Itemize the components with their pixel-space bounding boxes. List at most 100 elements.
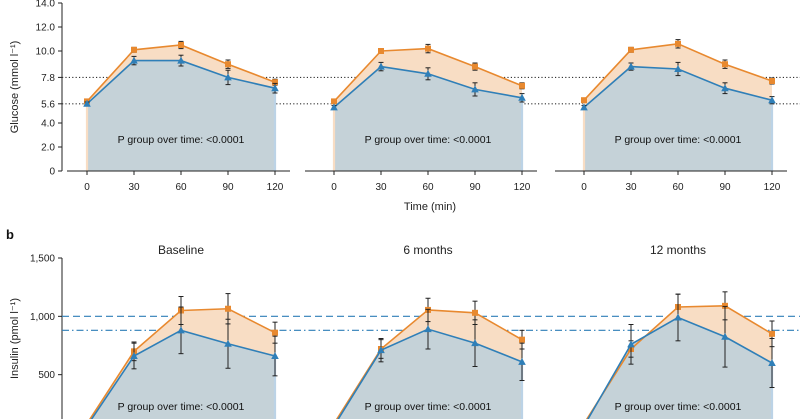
a-under-area [87, 60, 275, 171]
b-subplot-title: 6 months [403, 243, 452, 257]
b-data-point-orange [272, 329, 278, 336]
panel-letter-b: b [6, 227, 14, 242]
a-x-tick-label: 60 [672, 182, 684, 193]
a-data-point-orange [272, 79, 278, 86]
b-data-point-blue [224, 339, 232, 347]
a-data-point-blue [627, 62, 635, 70]
b-y-tick-label: 1,000 [30, 312, 55, 323]
a-data-point-blue [471, 85, 479, 93]
a-x-tick-label: 120 [514, 182, 531, 193]
b-between-area [90, 308, 275, 419]
b-under-area [338, 329, 522, 419]
a-x-tick-label: 0 [331, 182, 337, 193]
a-x-tick-label: 60 [422, 182, 434, 193]
a-y-tick-label: 0 [49, 167, 55, 178]
a-y-tick-label: 5.6 [41, 99, 55, 110]
b-data-point-blue [721, 332, 729, 340]
b-pvalue-annotation: P group over time: <0.0001 [365, 401, 492, 413]
a-data-point-blue [377, 62, 385, 70]
a-x-tick-label: 90 [469, 182, 481, 193]
a-data-point-orange [675, 40, 681, 47]
a-data-point-orange [225, 61, 231, 68]
b-subplot-1: P group over time: <0.0001 Baseline [89, 243, 279, 419]
b-data-point-blue [177, 326, 185, 334]
a-data-point-blue [130, 56, 138, 64]
b-data-point-blue [768, 359, 776, 366]
b-pvalue-annotation: P group over time: <0.0001 [118, 401, 245, 413]
a-x-tick-label: 30 [375, 182, 387, 193]
b-data-point-orange [472, 309, 478, 316]
a-y-tick-label: 10.0 [36, 47, 56, 58]
b-data-point-orange [722, 302, 728, 309]
a-data-point-orange [331, 98, 337, 105]
b-data-point-blue [674, 313, 682, 321]
b-data-point-orange [225, 305, 231, 312]
a-x-tick-label: 30 [625, 182, 637, 193]
a-data-point-orange [378, 48, 384, 54]
a-pvalue-annotation: P group over time: <0.0001 [615, 134, 742, 146]
b-data-point-blue [377, 346, 385, 354]
a-x-tick-label: 30 [128, 182, 140, 193]
a-data-point-blue [177, 56, 185, 64]
a-data-point-orange [178, 42, 184, 48]
insulin-panel: 500 1,000 1,500 Insulin (pmol l⁻¹) P group o… [9, 243, 800, 419]
a-pvalue-annotation: P group over time: <0.0001 [365, 134, 492, 146]
a-x-axis-title: Time (min) [404, 201, 456, 213]
a-data-point-blue [674, 65, 682, 72]
a-x-tick-label: 60 [175, 182, 187, 193]
a-data-point-orange [131, 46, 137, 53]
b-data-point-blue [518, 357, 526, 365]
a-data-point-blue [580, 103, 588, 111]
b-y-tick-label: 500 [38, 370, 55, 381]
b-y-tick-label: 1,500 [30, 254, 55, 265]
a-data-point-orange [769, 78, 775, 84]
a-y-tick-label: 2.0 [41, 143, 55, 154]
a-y-tick-label: 4.0 [41, 119, 55, 130]
b-data-point-blue [471, 339, 479, 347]
b-subplot-title: 12 months [650, 243, 706, 257]
a-data-point-orange [722, 61, 728, 68]
a-pvalue-annotation: P group over time: <0.0001 [118, 134, 245, 146]
a-y-tick-label: 7.8 [41, 73, 55, 84]
a-x-tick-label: 120 [267, 182, 284, 193]
b-data-point-blue [130, 352, 138, 359]
b-subplot-3: P group over time: <0.0001 12 months [585, 243, 776, 419]
glucose-panel: 0 2.0 4.0 5.6 7.8 10.0 12.0 14.0 Glucose (mmol l… [9, 0, 800, 213]
a-subplot-1: P group over time: <0.0001 0 30 60 90 120 [67, 40, 290, 193]
b-data-point-blue [424, 325, 432, 333]
a-between-area [584, 43, 772, 108]
b-subplot-2: P group over time: <0.0001 6 months [335, 243, 526, 419]
a-data-point-orange [628, 46, 634, 53]
a-subplot-2: P group over time: <0.0001 0 30 60 90 120 [305, 43, 537, 193]
a-data-point-blue [330, 103, 338, 111]
b-data-point-blue [627, 340, 635, 348]
a-y-tick-label: 14.0 [36, 0, 56, 10]
a-data-point-blue [518, 93, 526, 101]
a-data-point-blue [768, 96, 776, 104]
a-data-point-orange [425, 45, 431, 52]
a-data-point-blue [424, 69, 432, 77]
a-data-point-orange [519, 82, 525, 89]
b-subplot-title: Baseline [158, 243, 204, 257]
a-data-point-blue [83, 99, 91, 107]
a-x-tick-label: 90 [222, 182, 234, 193]
b-data-point-orange [519, 336, 525, 343]
b-data-point-orange [769, 330, 775, 337]
a-data-point-orange [472, 63, 478, 70]
a-y-axis-title: Glucose (mmol l⁻¹) [9, 41, 21, 134]
a-data-point-blue [224, 73, 232, 81]
b-pvalue-annotation: P group over time: <0.0001 [615, 401, 742, 413]
b-data-point-blue [271, 352, 279, 359]
a-x-tick-label: 120 [764, 182, 781, 193]
b-between-area [336, 309, 522, 419]
b-under-area [91, 330, 275, 419]
a-x-tick-label: 0 [84, 182, 90, 193]
a-subplot-3: P group over time: <0.0001 0 30 60 90 120 [555, 39, 787, 193]
a-x-tick-label: 0 [581, 182, 587, 193]
a-x-tick-label: 90 [719, 182, 731, 193]
b-y-axis-title: Insulin (pmol l⁻¹) [9, 298, 21, 379]
a-data-point-orange [581, 97, 587, 104]
a-data-point-blue [271, 84, 279, 92]
a-y-tick-label: 12.0 [36, 23, 56, 34]
